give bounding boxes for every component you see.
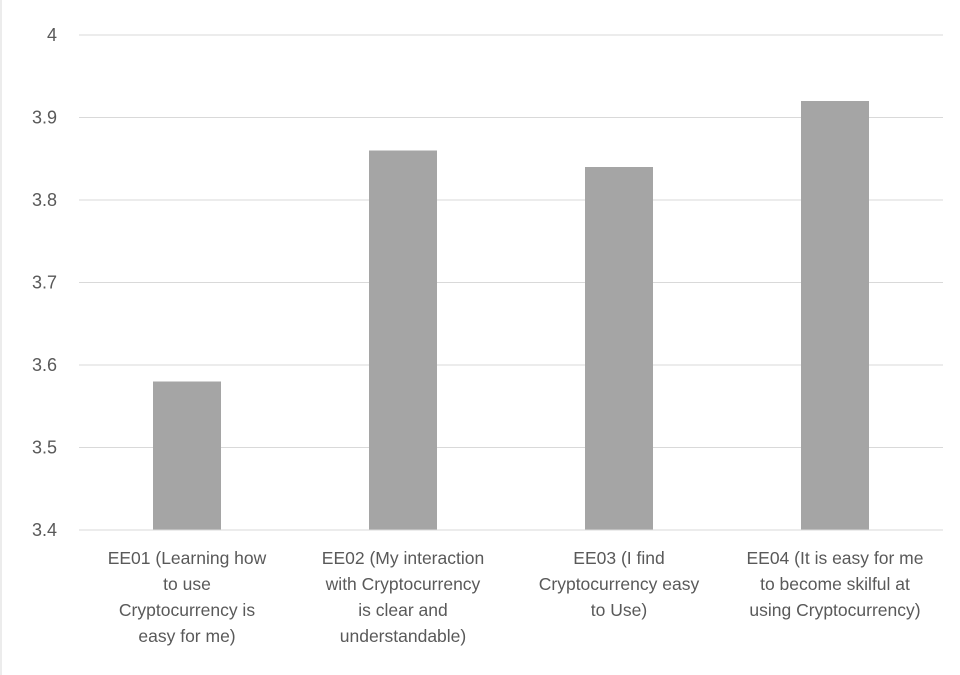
bar-4 [801,101,869,530]
bar-3 [585,167,653,530]
x-axis-category-labels: EE01 (Learning how to use Cryptocurrency i… [108,548,924,646]
x-category-label-line: Cryptocurrency is [119,600,255,620]
y-tick-label: 3.8 [32,190,57,210]
x-category-label-line: understandable) [340,626,466,646]
x-category-label-line: EE01 (Learning how [108,548,267,568]
x-category-label-line: to use [163,574,211,594]
y-tick-label: 3.7 [32,273,57,293]
x-category-label-line: easy for me) [138,626,235,646]
x-category-label-3: EE03 (I find Cryptocurrency easy to Use) [539,548,700,620]
y-tick-label: 3.5 [32,438,57,458]
x-category-label-line: Cryptocurrency easy [539,574,700,594]
bar-1 [153,381,221,530]
y-tick-label: 3.4 [32,520,57,540]
x-category-label-line: to become skilful at [760,574,910,594]
x-category-label-2: EE02 (My interaction with Cryptocurrency i… [322,548,484,646]
bars [153,101,869,530]
x-category-label-4: EE04 (It is easy for me to become skilful… [746,548,923,620]
gridlines [79,34,943,448]
x-category-label-line: with Cryptocurrency [325,574,481,594]
x-category-label-line: EE04 (It is easy for me [746,548,923,568]
x-category-label-line: using Cryptocurrency) [749,600,920,620]
x-category-label-line: EE02 (My interaction [322,548,484,568]
x-category-label-1: EE01 (Learning how to use Cryptocurrency i… [108,548,267,646]
bar-2 [369,150,437,530]
y-axis-tick-labels: 3.4 3.5 3.6 3.7 3.8 3.9 4 [32,25,57,540]
x-category-label-line: is clear and [358,600,448,620]
y-tick-label: 3.6 [32,355,57,375]
y-tick-label: 3.9 [32,108,57,128]
x-category-label-line: EE03 (I find [573,548,664,568]
x-category-label-line: to Use) [591,600,647,620]
y-tick-label: 4 [47,25,57,45]
